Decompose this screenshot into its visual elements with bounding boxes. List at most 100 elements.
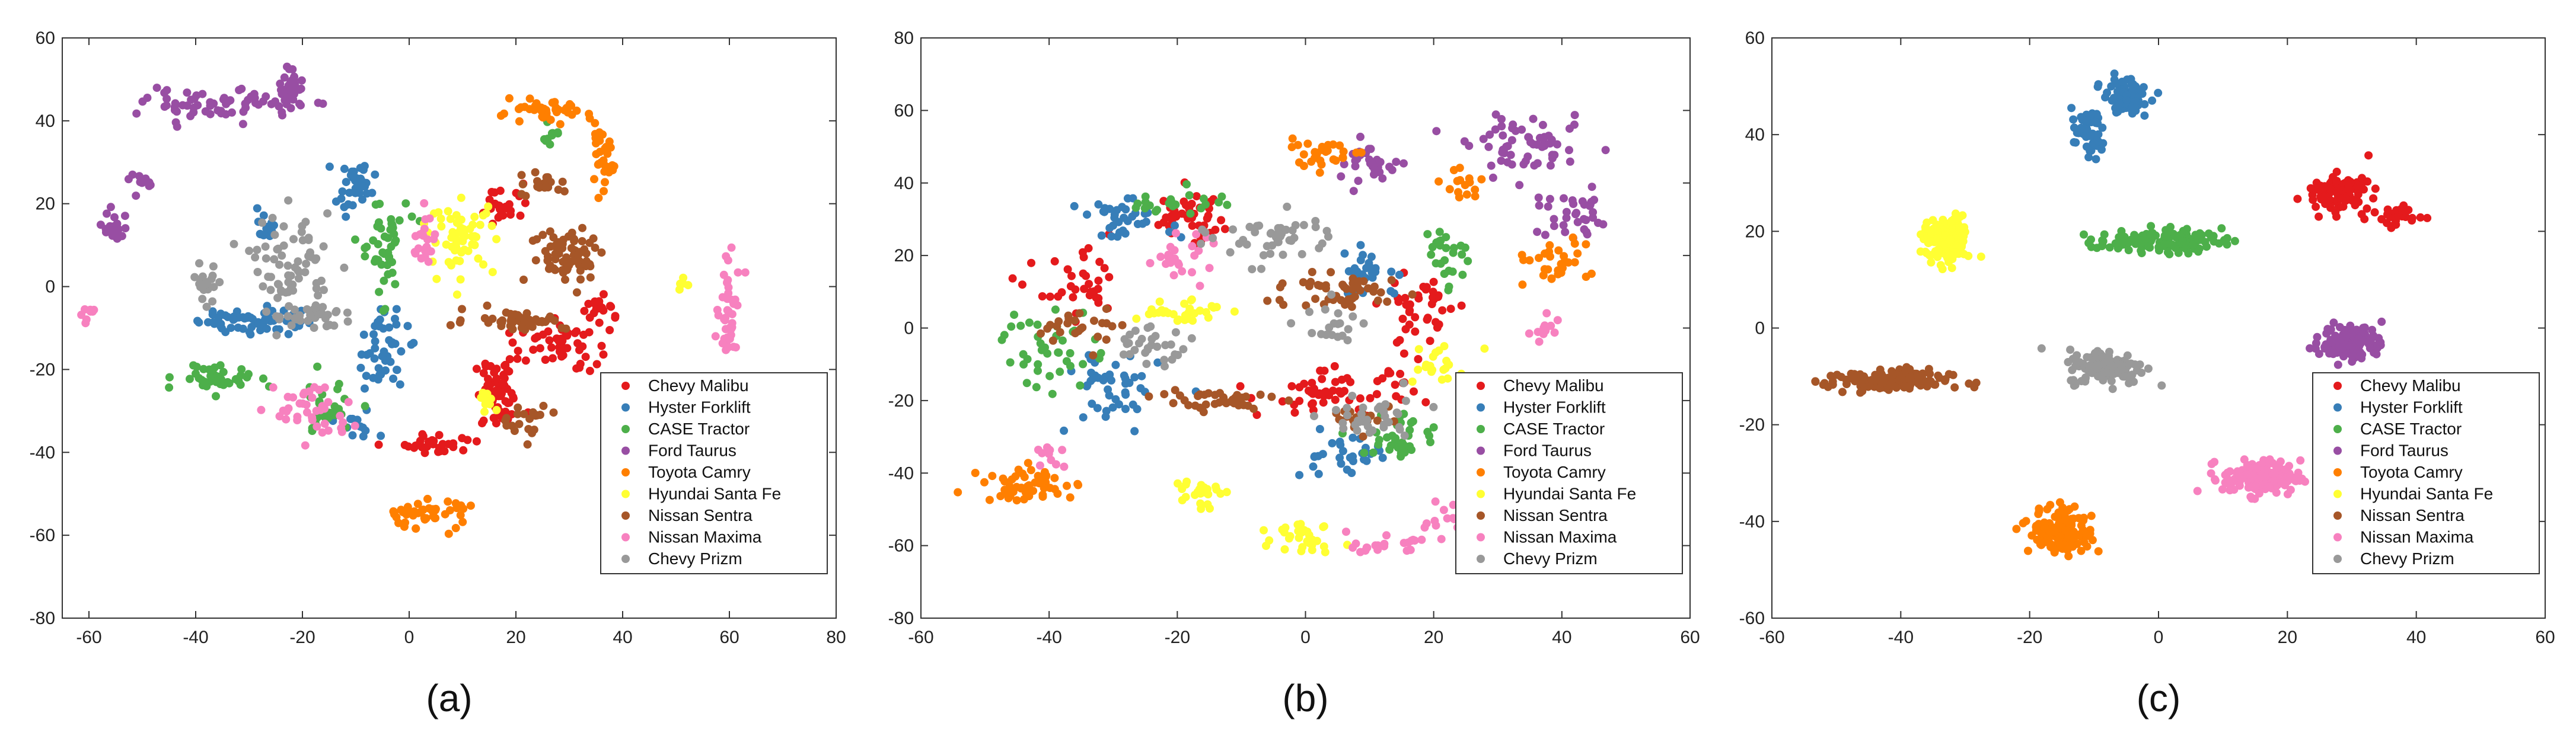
- point-chevy-malibu: [1278, 397, 1287, 406]
- point-hyundai-santa-fe: [467, 232, 476, 241]
- point-chevy-malibu: [1432, 318, 1440, 327]
- point-case-tractor: [2217, 224, 2226, 233]
- point-toyota-camry: [429, 505, 437, 514]
- x-tick-label: 20: [2278, 628, 2297, 647]
- y-tick-label: -20: [1739, 415, 1765, 435]
- point-toyota-camry: [1573, 249, 1582, 258]
- x-tick-label: 60: [719, 628, 739, 647]
- point-chevy-prizm: [272, 331, 281, 340]
- point-chevy-malibu: [501, 360, 510, 369]
- point-ford-taurus: [2365, 344, 2374, 353]
- point-chevy-malibu: [1423, 315, 1432, 324]
- point-toyota-camry: [2024, 546, 2032, 555]
- point-case-tractor: [1369, 448, 1378, 457]
- point-ford-taurus: [124, 175, 133, 184]
- point-nissan-sentra: [1037, 329, 1045, 338]
- point-chevy-prizm: [2144, 364, 2153, 373]
- point-chevy-prizm: [275, 260, 284, 269]
- point-hyster-forklift: [325, 162, 334, 171]
- point-chevy-malibu: [1095, 257, 1104, 266]
- point-nissan-sentra: [567, 244, 576, 252]
- point-case-tractor: [381, 305, 390, 314]
- point-hyster-forklift: [1340, 249, 1349, 258]
- point-hyster-forklift: [2137, 86, 2145, 95]
- point-chevy-malibu: [1396, 369, 1405, 378]
- point-ford-taurus: [189, 103, 198, 112]
- point-hyster-forklift: [1165, 228, 1174, 236]
- point-chevy-malibu: [599, 290, 608, 299]
- point-nissan-sentra: [1915, 372, 1924, 381]
- point-chevy-malibu: [599, 350, 608, 359]
- point-nissan-maxima: [410, 248, 419, 257]
- point-ford-taurus: [1364, 145, 1373, 153]
- point-nissan-sentra: [578, 223, 586, 232]
- point-hyster-forklift: [2094, 130, 2103, 139]
- point-case-tractor: [375, 287, 384, 296]
- point-nissan-maxima: [2246, 464, 2255, 473]
- point-case-tractor: [1435, 228, 1444, 236]
- legend-marker-hyundai-santa-fe: [1477, 490, 1485, 498]
- point-nissan-maxima: [733, 301, 742, 310]
- point-case-tractor: [1394, 443, 1402, 452]
- legend-label-nissan-sentra: Nissan Sentra: [2360, 506, 2465, 524]
- point-chevy-malibu: [1378, 374, 1387, 383]
- point-toyota-camry: [420, 515, 429, 524]
- point-ford-taurus: [2339, 330, 2347, 339]
- point-chevy-prizm: [272, 312, 280, 321]
- point-case-tractor: [1185, 191, 1194, 200]
- point-nissan-maxima: [723, 306, 732, 315]
- point-case-tractor: [186, 375, 194, 383]
- point-chevy-prizm: [198, 272, 207, 281]
- point-ford-taurus: [288, 76, 297, 85]
- point-nissan-maxima: [1525, 329, 1534, 338]
- legend-label-hyster-forklift: Hyster Forklift: [648, 398, 751, 417]
- point-toyota-camry: [600, 187, 608, 196]
- point-chevy-prizm: [314, 291, 323, 300]
- point-chevy-malibu: [1094, 276, 1103, 285]
- point-nissan-sentra: [1354, 277, 1363, 286]
- point-chevy-prizm: [1257, 264, 1265, 273]
- point-ford-taurus: [280, 73, 289, 82]
- point-toyota-camry: [595, 136, 604, 145]
- point-case-tractor: [369, 236, 378, 245]
- point-chevy-prizm: [1242, 240, 1251, 249]
- point-hyundai-santa-fe: [1281, 523, 1290, 532]
- x-tick-label: 20: [506, 628, 525, 647]
- point-ford-taurus: [121, 224, 130, 233]
- point-hyundai-santa-fe: [1934, 234, 1943, 242]
- point-chevy-prizm: [1328, 331, 1337, 340]
- point-hyster-forklift: [360, 162, 369, 171]
- point-hyster-forklift: [397, 347, 406, 356]
- point-hyster-forklift: [2109, 94, 2118, 103]
- point-case-tractor: [390, 238, 399, 247]
- point-nissan-sentra: [1090, 316, 1098, 325]
- legend-marker-chevy-malibu: [2333, 382, 2342, 390]
- legend-label-chevy-prizm: Chevy Prizm: [1503, 549, 1598, 568]
- point-nissan-sentra: [1327, 268, 1335, 277]
- point-chevy-malibu: [479, 369, 488, 378]
- point-case-tractor: [1461, 243, 1469, 252]
- point-toyota-camry: [517, 103, 525, 112]
- point-chevy-malibu: [2369, 194, 2378, 203]
- point-chevy-malibu: [2342, 194, 2350, 203]
- point-ford-taurus: [2352, 325, 2361, 334]
- point-chevy-prizm: [261, 242, 270, 251]
- point-toyota-camry: [1026, 466, 1035, 475]
- point-chevy-malibu: [1337, 389, 1346, 398]
- point-nissan-maxima: [2211, 475, 2219, 484]
- point-chevy-malibu: [2318, 185, 2327, 194]
- point-ford-taurus: [1561, 228, 1570, 236]
- point-hyster-forklift: [2107, 82, 2116, 91]
- point-nissan-sentra: [1048, 336, 1057, 345]
- point-chevy-malibu: [549, 354, 557, 363]
- point-ford-taurus: [162, 86, 171, 95]
- point-ford-taurus: [1550, 151, 1559, 159]
- point-toyota-camry: [2043, 505, 2052, 514]
- point-nissan-maxima: [1146, 259, 1155, 267]
- point-nissan-maxima: [2247, 494, 2256, 503]
- point-nissan-sentra: [538, 231, 547, 239]
- point-ford-taurus: [2339, 352, 2348, 361]
- point-chevy-malibu: [1300, 379, 1309, 388]
- point-chevy-malibu: [438, 440, 447, 449]
- point-nissan-sentra: [549, 408, 558, 417]
